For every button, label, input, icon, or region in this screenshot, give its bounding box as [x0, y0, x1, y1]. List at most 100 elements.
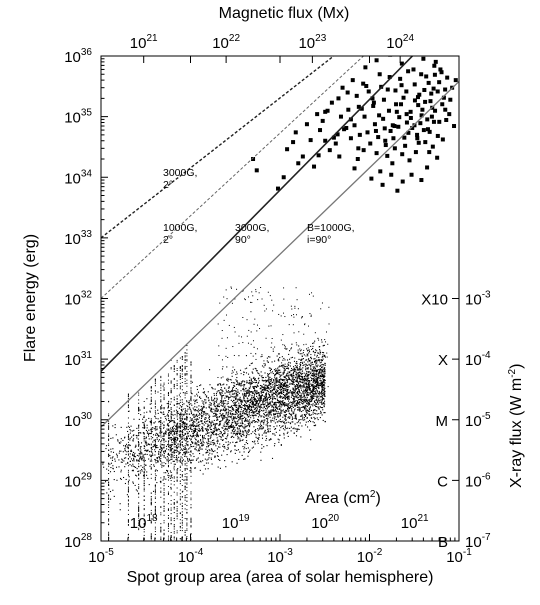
solar-flare-point [308, 407, 310, 409]
solar-flare-point [296, 376, 298, 378]
solar-flare-point [193, 416, 195, 418]
solar-flare-point [317, 386, 319, 388]
solar-flare-point [166, 428, 168, 430]
solar-flare-point [296, 422, 298, 424]
solar-flare-point [218, 458, 220, 461]
solar-flare-point [227, 402, 229, 404]
solar-flare-point [287, 386, 289, 389]
solar-flare-point [283, 432, 285, 434]
solar-flare-point [171, 426, 173, 428]
solar-flare-point [297, 383, 300, 385]
solar-flare-point [322, 402, 324, 404]
solar-flare-point [209, 421, 211, 423]
solar-flare-point [309, 410, 311, 412]
solar-flare-point [255, 381, 258, 383]
solar-flare-point [150, 455, 152, 457]
solar-flare-point [127, 491, 129, 493]
solar-flare-point [313, 422, 315, 424]
solar-flare-point [254, 367, 256, 369]
solar-flare-point [108, 463, 110, 465]
solar-flare-point [292, 378, 294, 380]
solar-flare-point [239, 398, 241, 400]
solar-flare-point [154, 512, 156, 514]
solar-flare-point [216, 416, 218, 418]
solar-flare-point [124, 449, 126, 451]
solar-flare-point [313, 376, 315, 378]
solar-flare-point [180, 462, 183, 464]
solar-flare-point [226, 390, 228, 393]
solar-flare-point [319, 372, 321, 374]
solar-flare-point [170, 536, 172, 538]
solar-flare-point [295, 371, 297, 373]
solar-flare-point [140, 457, 142, 459]
solar-flare-point [274, 378, 276, 380]
solar-flare-point [294, 416, 296, 418]
solar-flare-point [264, 363, 266, 365]
solar-flare-point [262, 427, 264, 430]
solar-flare-point [180, 438, 182, 440]
solar-flare-point [255, 370, 258, 372]
solar-flare-point [170, 500, 172, 502]
solar-flare-point [128, 433, 130, 435]
solar-flare-point [257, 413, 259, 415]
solar-flare-point [215, 392, 218, 395]
solar-flare-point [273, 433, 275, 435]
solar-flare-point [194, 424, 196, 426]
solar-flare-point [222, 445, 224, 447]
solar-flare-point [266, 411, 268, 413]
solar-flare-point [287, 396, 289, 398]
solar-flare-point [132, 440, 134, 442]
solar-flare-point [305, 380, 307, 382]
solar-flare-point [268, 402, 270, 404]
solar-flare-point [180, 458, 182, 460]
solar-flare-point [173, 443, 175, 445]
solar-flare-point [203, 401, 205, 403]
solar-flare-point [240, 433, 242, 435]
solar-flare-point [303, 364, 305, 366]
solar-flare-point [285, 410, 287, 412]
solar-flare-point [118, 442, 120, 444]
solar-flare-point [168, 454, 170, 456]
solar-flare-point [148, 429, 150, 431]
solar-flare-point [219, 459, 221, 461]
solar-flare-point [323, 375, 325, 377]
solar-flare-point [254, 400, 256, 402]
solar-flare-point [273, 445, 276, 447]
solar-flare-point [127, 481, 129, 483]
solar-flare-point [253, 412, 255, 414]
solar-flare-point [219, 446, 221, 448]
solar-flare-point [154, 378, 156, 380]
solar-flare-point [270, 414, 272, 416]
solar-flare-point [322, 419, 324, 422]
solar-flare-point [109, 490, 112, 493]
solar-flare-point [315, 413, 317, 415]
solar-flare-point [170, 488, 172, 490]
solar-flare-point [224, 416, 226, 418]
solar-flare-point [314, 393, 316, 395]
solar-flare-point [156, 426, 158, 428]
solar-flare-point [320, 371, 322, 373]
solar-flare-point [234, 421, 236, 423]
solar-flare-point [233, 426, 235, 428]
solar-flare-point [135, 434, 137, 437]
solar-flare-point [127, 495, 129, 497]
solar-flare-point [220, 404, 222, 406]
solar-flare-point [186, 437, 188, 439]
solar-flare-point [280, 403, 282, 405]
solar-flare-point [163, 532, 165, 534]
solar-flare-point [310, 397, 312, 399]
solar-flare-point [264, 399, 267, 402]
solar-flare-point [266, 414, 268, 416]
solar-flare-point [314, 373, 316, 375]
solar-flare-point [108, 514, 110, 516]
solar-flare-point [150, 458, 152, 460]
solar-flare-point [184, 409, 186, 411]
solar-flare-point [292, 377, 294, 379]
solar-flare-point [143, 422, 145, 424]
solar-flare-point [307, 404, 309, 406]
solar-flare-point [246, 419, 248, 421]
solar-flare-point [245, 388, 247, 390]
solar-flare-point [150, 534, 152, 536]
solar-flare-point [218, 415, 220, 418]
solar-flare-point [315, 371, 318, 373]
